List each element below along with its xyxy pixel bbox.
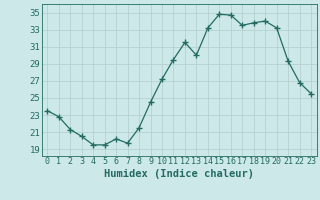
X-axis label: Humidex (Indice chaleur): Humidex (Indice chaleur): [104, 169, 254, 179]
